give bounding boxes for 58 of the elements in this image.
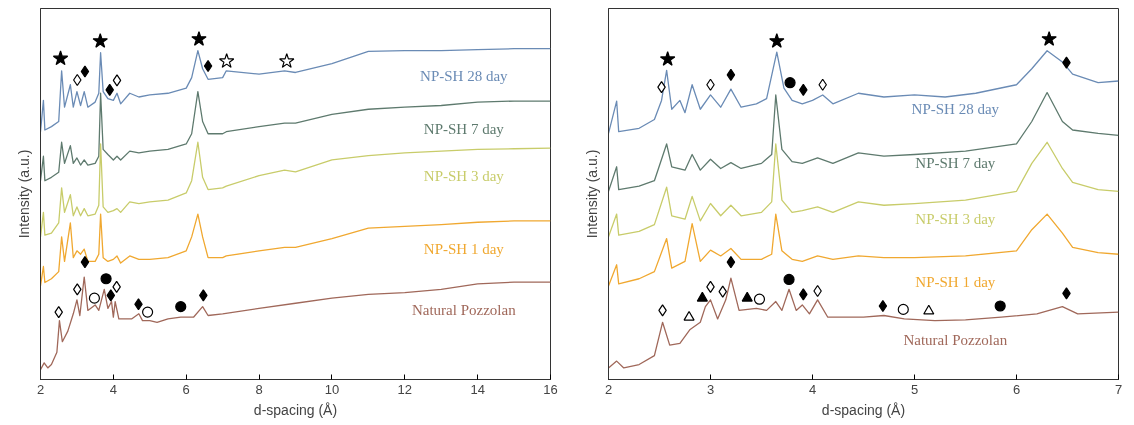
point [659,51,676,66]
point [106,289,116,302]
point [784,77,796,89]
point [218,53,235,68]
point [1041,31,1057,46]
point [175,301,187,313]
x-tick-label: 14 [470,381,485,397]
series-label: NP-SH 28 day [420,68,509,85]
y-axis-title: Intensity (a.u.) [15,149,32,239]
point [203,59,213,73]
series-label: NP-SH 3 day [423,167,505,184]
point [142,306,154,318]
x-tick-label: 8 [255,381,263,397]
point [726,255,736,269]
point [726,68,736,81]
series-label: NP-SH 1 day [915,274,996,291]
x-tick-label: 3 [706,381,715,397]
x-axis-title: d-spacing (Å) [821,401,906,418]
series-label: NP-SH 7 day [423,120,505,137]
point [994,300,1006,312]
point [88,292,101,304]
x-tick-label: 4 [109,381,117,397]
x-tick-label: 5 [910,381,919,397]
point [279,53,295,68]
point [783,273,795,286]
x-axis-title: d-spacing (Å) [253,401,338,418]
series-label: NP-SH 28 day [911,100,1000,117]
point [92,33,108,48]
point [897,303,909,315]
point [878,299,888,313]
point [80,65,90,78]
series-label: NP-SH 1 day [423,240,505,257]
point [753,293,766,305]
point [741,291,753,302]
x-tick-label: 7 [1114,381,1123,397]
series-label: NP-SH 7 day [915,155,996,172]
point [769,33,785,48]
y-axis-title: Intensity (a.u.) [583,149,600,239]
point [112,74,122,87]
series-label: Natural Pozzolan [903,331,1008,348]
point [696,291,708,302]
x-tick-label: 10 [324,381,340,397]
point [191,31,207,46]
x-tick-label: 6 [182,381,190,397]
point [718,285,728,298]
point [80,255,90,269]
x-tick-label: 4 [808,381,817,397]
point [52,50,69,66]
x-tick-label: 12 [397,381,413,397]
series-label: Natural Pozzolan [411,301,517,318]
point [683,310,695,321]
x-tick-label: 2 [36,381,45,397]
series-label: NP-SH 3 day [915,211,996,228]
point [100,273,112,285]
x-tick-label: 16 [543,381,558,397]
point [923,304,935,315]
x-tick-label: 2 [604,381,613,397]
x-tick-label: 6 [1012,381,1021,397]
